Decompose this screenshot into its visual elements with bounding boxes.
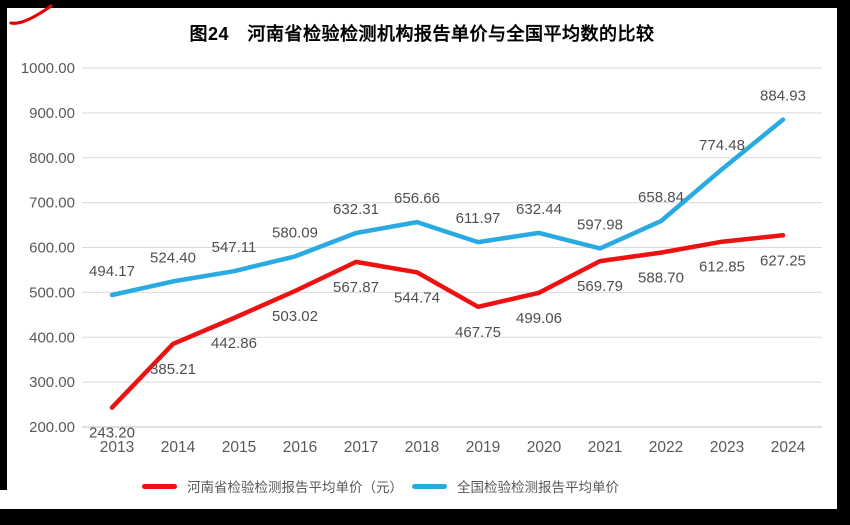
line-chart: 1000.00 900.00 800.00 700.00 600.00 500.00 400… [21, 60, 822, 456]
national-line-swatch-icon [412, 483, 447, 489]
y-tick-label: 500.00 [29, 284, 75, 301]
x-tick-label: 2014 [161, 439, 196, 456]
legend-label-henan: 河南省检验检测报告平均单价（元） [187, 480, 403, 495]
data-label-national: 494.17 [89, 263, 135, 280]
data-label-national: 774.48 [699, 137, 745, 154]
data-label-henan: 544.74 [394, 289, 440, 306]
data-label-national: 524.40 [150, 249, 196, 266]
data-label-henan: 442.86 [211, 335, 257, 352]
x-tick-label: 2022 [649, 439, 683, 456]
data-label-henan: 627.25 [760, 252, 806, 269]
frame-border-bottom [0, 509, 850, 525]
data-label-henan: 569.79 [577, 278, 623, 295]
frame-border-left [0, 0, 7, 490]
x-tick-label: 2015 [222, 439, 256, 456]
data-label-national: 658.84 [638, 189, 684, 206]
y-tick-label: 1000.00 [21, 60, 75, 77]
data-label-national: 632.44 [516, 201, 562, 218]
data-label-henan: 612.85 [699, 259, 745, 276]
legend-item-national: 全国检验检测报告平均单价 [412, 476, 619, 496]
data-label-national: 884.93 [760, 88, 806, 105]
data-label-henan: 567.87 [333, 279, 379, 296]
data-label-henan: 588.70 [638, 270, 684, 287]
y-tick-label: 300.00 [29, 374, 75, 391]
data-label-national: 611.97 [456, 210, 501, 227]
x-tick-label: 2023 [710, 439, 744, 456]
data-label-henan: 243.20 [89, 425, 135, 442]
x-tick-label: 2021 [588, 439, 622, 456]
series-line-henan [109, 233, 786, 410]
y-tick-label: 600.00 [29, 240, 75, 257]
data-label-henan: 467.75 [455, 324, 501, 341]
chart-page: 图24 河南省检验检测机构报告单价与全国平均数的比较 1000.00 900.00… [7, 8, 837, 509]
y-tick-label: 700.00 [29, 195, 75, 212]
x-tick-label: 2013 [100, 439, 134, 456]
data-label-henan: 385.21 [150, 361, 196, 378]
x-tick-label: 2019 [466, 439, 500, 456]
data-label-national: 597.98 [577, 216, 623, 233]
data-label-national: 656.66 [394, 190, 440, 207]
x-tick-label: 2020 [527, 439, 562, 456]
x-tick-label: 2024 [771, 439, 806, 456]
henan-line-swatch-icon [142, 483, 177, 489]
frame-border-top [0, 0, 850, 8]
red-pen-stroke [9, 4, 53, 25]
chart-title: 图24 河南省检验检测机构报告单价与全国平均数的比较 [189, 24, 655, 44]
y-tick-label: 900.00 [29, 105, 75, 122]
x-tick-label: 2018 [405, 439, 439, 456]
y-tick-label: 800.00 [29, 150, 75, 167]
x-tick-label: 2016 [283, 439, 317, 456]
series-line-national [109, 117, 786, 298]
data-label-henan: 499.06 [516, 310, 562, 327]
data-label-henan: 503.02 [272, 308, 318, 325]
red-pen-mark-icon [9, 4, 53, 25]
legend-label-national: 全国检验检测报告平均单价 [457, 480, 619, 495]
chart-legend: 河南省检验检测报告平均单价（元） 全国检验检测报告平均单价 [142, 477, 619, 495]
y-tick-label: 200.00 [29, 419, 75, 436]
data-label-national: 547.11 [212, 239, 257, 256]
legend-item-henan: 河南省检验检测报告平均单价（元） [142, 476, 403, 496]
frame-border-right [837, 0, 850, 525]
data-label-national: 580.09 [272, 224, 318, 241]
data-label-national: 632.31 [333, 201, 379, 218]
y-tick-label: 400.00 [29, 329, 75, 346]
x-tick-label: 2017 [344, 439, 378, 456]
